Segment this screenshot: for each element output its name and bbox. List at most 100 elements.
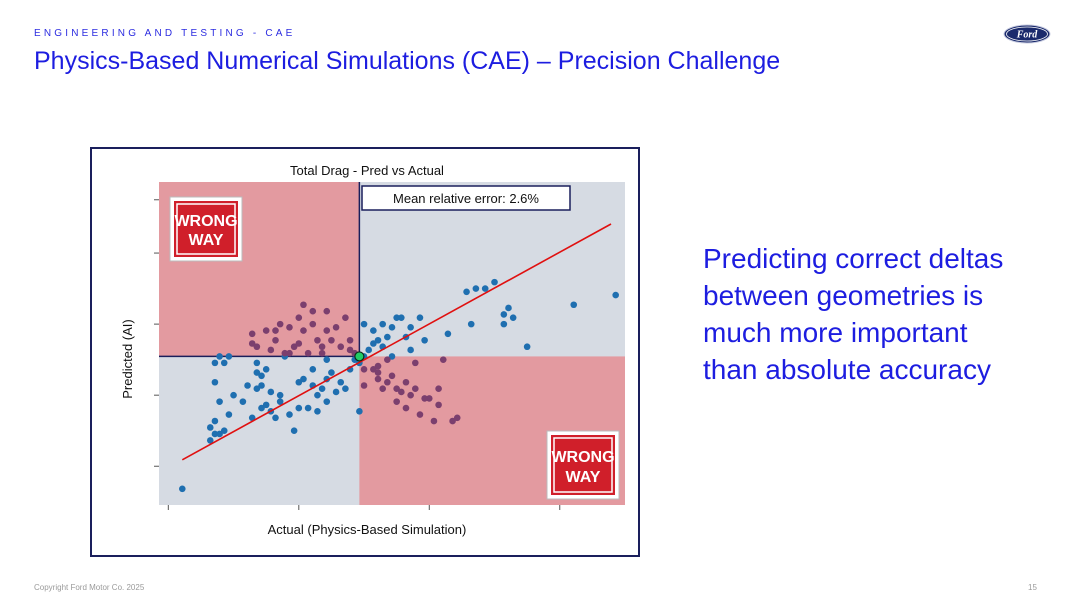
scatter-point bbox=[384, 333, 391, 341]
scatter-point bbox=[421, 336, 428, 344]
scatter-point bbox=[384, 378, 391, 386]
scatter-point bbox=[439, 356, 447, 363]
chart-title: Total Drag - Pred vs Actual bbox=[290, 163, 444, 178]
scatter-point bbox=[500, 320, 508, 328]
scatter-point bbox=[374, 362, 382, 370]
scatter-point bbox=[323, 327, 331, 334]
scatter-point bbox=[295, 314, 303, 321]
scatter-point bbox=[356, 408, 363, 415]
scatter-point bbox=[393, 398, 400, 405]
scatter-point bbox=[388, 353, 396, 360]
scatter-point bbox=[211, 417, 219, 425]
scatter-point bbox=[258, 404, 265, 412]
scatter-point bbox=[346, 346, 354, 354]
scatter-point bbox=[407, 346, 414, 354]
scatter-point bbox=[332, 324, 340, 331]
scatter-point bbox=[337, 343, 345, 351]
scatter-point bbox=[286, 349, 293, 357]
scatter-point bbox=[286, 324, 293, 331]
scatter-point bbox=[309, 366, 317, 373]
scatter-point bbox=[365, 346, 373, 354]
scatter-point bbox=[342, 385, 349, 393]
scatter-point bbox=[314, 408, 321, 415]
scatter-point bbox=[248, 330, 256, 338]
scatter-point bbox=[384, 356, 391, 363]
scatter-point bbox=[570, 301, 578, 309]
scatter-point bbox=[323, 398, 331, 405]
wrong-way-sign-line2: WAY bbox=[189, 232, 224, 249]
scatter-point bbox=[225, 411, 233, 418]
scatter-point bbox=[346, 336, 354, 344]
scatter-point bbox=[491, 278, 498, 286]
scatter-point bbox=[258, 382, 265, 389]
scatter-point bbox=[206, 424, 214, 431]
scatter-point bbox=[360, 320, 368, 328]
scatter-point bbox=[481, 285, 489, 292]
scatter-point bbox=[370, 340, 377, 347]
scatter-point bbox=[300, 301, 307, 309]
scatter-point bbox=[248, 340, 256, 347]
scatter-point bbox=[500, 311, 508, 318]
scatter-point bbox=[374, 369, 382, 376]
scatter-point bbox=[444, 330, 452, 338]
scatter-point bbox=[467, 320, 475, 328]
scatter-point bbox=[430, 417, 438, 425]
scatter-point bbox=[267, 346, 275, 354]
wrong-way-sign-line2: WAY bbox=[566, 469, 601, 486]
scatter-point bbox=[304, 349, 312, 357]
page-title: Physics-Based Numerical Simulations (CAE… bbox=[34, 47, 781, 75]
scatter-point bbox=[379, 320, 386, 328]
scatter-point bbox=[290, 427, 298, 435]
scatter-point bbox=[332, 388, 340, 396]
wrong-way-sign-line1: WRONG bbox=[551, 449, 614, 466]
error-annotation-text: Mean relative error: 2.6% bbox=[393, 191, 539, 206]
scatter-point bbox=[262, 401, 270, 409]
scatter-point bbox=[211, 378, 219, 386]
scatter-point bbox=[337, 378, 345, 386]
ford-logo-text: Ford bbox=[1016, 30, 1039, 41]
fit-line bbox=[181, 223, 612, 461]
scatter-point bbox=[253, 385, 261, 393]
scatter-chart: Total Drag - Pred vs Actual Mean relativ… bbox=[120, 163, 625, 537]
scatter-point bbox=[295, 404, 303, 412]
scatter-point bbox=[342, 314, 349, 321]
copyright-footer: Copyright Ford Motor Co. 2025 bbox=[34, 583, 145, 592]
scatter-point bbox=[421, 395, 428, 402]
scatter-point bbox=[211, 430, 219, 438]
wrong-way-sign-icon: WRONG WAY bbox=[546, 430, 620, 500]
scatter-point bbox=[309, 307, 317, 315]
scatter-point bbox=[323, 356, 331, 363]
scatter-point bbox=[309, 320, 317, 328]
scatter-point bbox=[179, 485, 186, 493]
scatter-point bbox=[407, 391, 414, 399]
scatter-point bbox=[505, 304, 512, 312]
scatter-point bbox=[272, 336, 279, 344]
scatter-point bbox=[416, 411, 424, 418]
scatter-point bbox=[211, 359, 219, 367]
scatter-point bbox=[295, 378, 303, 386]
scatter-point bbox=[258, 372, 265, 380]
scatter-point bbox=[276, 398, 284, 405]
scatter-point bbox=[323, 307, 331, 315]
scatter-point bbox=[318, 385, 326, 393]
scatter-point bbox=[402, 404, 410, 412]
scatter-point bbox=[304, 404, 312, 412]
scatter-point bbox=[314, 391, 321, 399]
scatter-point bbox=[225, 353, 233, 360]
scatter-point bbox=[295, 340, 303, 347]
scatter-point bbox=[374, 375, 382, 383]
scatter-point bbox=[425, 395, 433, 402]
scatter-point bbox=[370, 327, 377, 334]
scatter-point bbox=[262, 327, 270, 334]
scatter-point bbox=[216, 353, 223, 360]
scatter-point bbox=[276, 320, 284, 328]
wrong-way-sign-icon: WRONG WAY bbox=[169, 196, 243, 262]
section-kicker: ENGINEERING AND TESTING - CAE bbox=[34, 28, 296, 39]
scatter-point bbox=[239, 398, 247, 405]
scatter-point bbox=[300, 375, 307, 383]
page-number: 15 bbox=[1028, 583, 1037, 592]
scatter-point bbox=[300, 327, 307, 334]
y-axis-label: Predicted (AI) bbox=[120, 319, 135, 398]
scatter-point bbox=[267, 388, 275, 396]
scatter-point bbox=[416, 314, 424, 321]
